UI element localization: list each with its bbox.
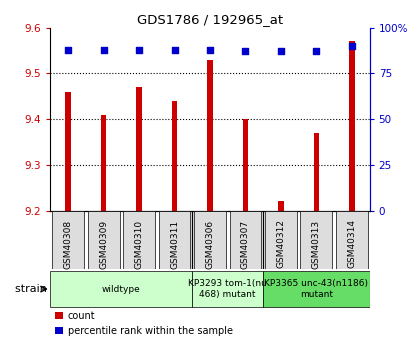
Bar (207, 60, 213, 211)
Bar (66, 92, 71, 211)
Bar (101, 115, 106, 211)
Bar (172, 101, 177, 211)
FancyBboxPatch shape (50, 272, 192, 307)
Text: KP3293 tom-1(nu
468) mutant: KP3293 tom-1(nu 468) mutant (188, 279, 267, 299)
Title: GDS1786 / 192965_at: GDS1786 / 192965_at (137, 13, 283, 27)
Text: GSM40311: GSM40311 (170, 219, 179, 268)
FancyBboxPatch shape (88, 211, 120, 269)
Point (349, 43, 355, 49)
Point (242, 49, 249, 54)
Point (207, 47, 213, 52)
Point (65, 47, 71, 52)
FancyBboxPatch shape (263, 272, 370, 307)
Bar (278, 201, 284, 211)
Text: strain: strain (16, 284, 51, 294)
FancyBboxPatch shape (123, 211, 155, 269)
Text: wildtype: wildtype (102, 285, 141, 294)
Text: GSM40307: GSM40307 (241, 219, 250, 268)
FancyBboxPatch shape (159, 211, 191, 269)
Text: KP3365 unc-43(n1186)
mutant: KP3365 unc-43(n1186) mutant (265, 279, 368, 299)
FancyBboxPatch shape (300, 211, 332, 269)
Point (278, 49, 284, 54)
Point (313, 49, 320, 54)
Text: GSM40310: GSM40310 (134, 219, 144, 268)
Point (100, 47, 107, 52)
Text: GSM40308: GSM40308 (64, 219, 73, 268)
FancyBboxPatch shape (52, 211, 84, 269)
Bar (243, 119, 248, 211)
FancyBboxPatch shape (229, 211, 261, 269)
Text: GSM40314: GSM40314 (347, 219, 356, 268)
Bar (349, 41, 354, 211)
Text: GSM40312: GSM40312 (276, 219, 286, 268)
Text: GSM40313: GSM40313 (312, 219, 321, 268)
FancyBboxPatch shape (265, 211, 297, 269)
Point (171, 47, 178, 52)
Point (136, 47, 142, 52)
FancyBboxPatch shape (336, 211, 368, 269)
Text: GSM40309: GSM40309 (99, 219, 108, 268)
FancyBboxPatch shape (194, 211, 226, 269)
Bar (314, 133, 319, 211)
FancyBboxPatch shape (192, 272, 263, 307)
Legend: count, percentile rank within the sample: count, percentile rank within the sample (55, 311, 233, 336)
Text: GSM40306: GSM40306 (205, 219, 215, 268)
Bar (136, 87, 142, 211)
